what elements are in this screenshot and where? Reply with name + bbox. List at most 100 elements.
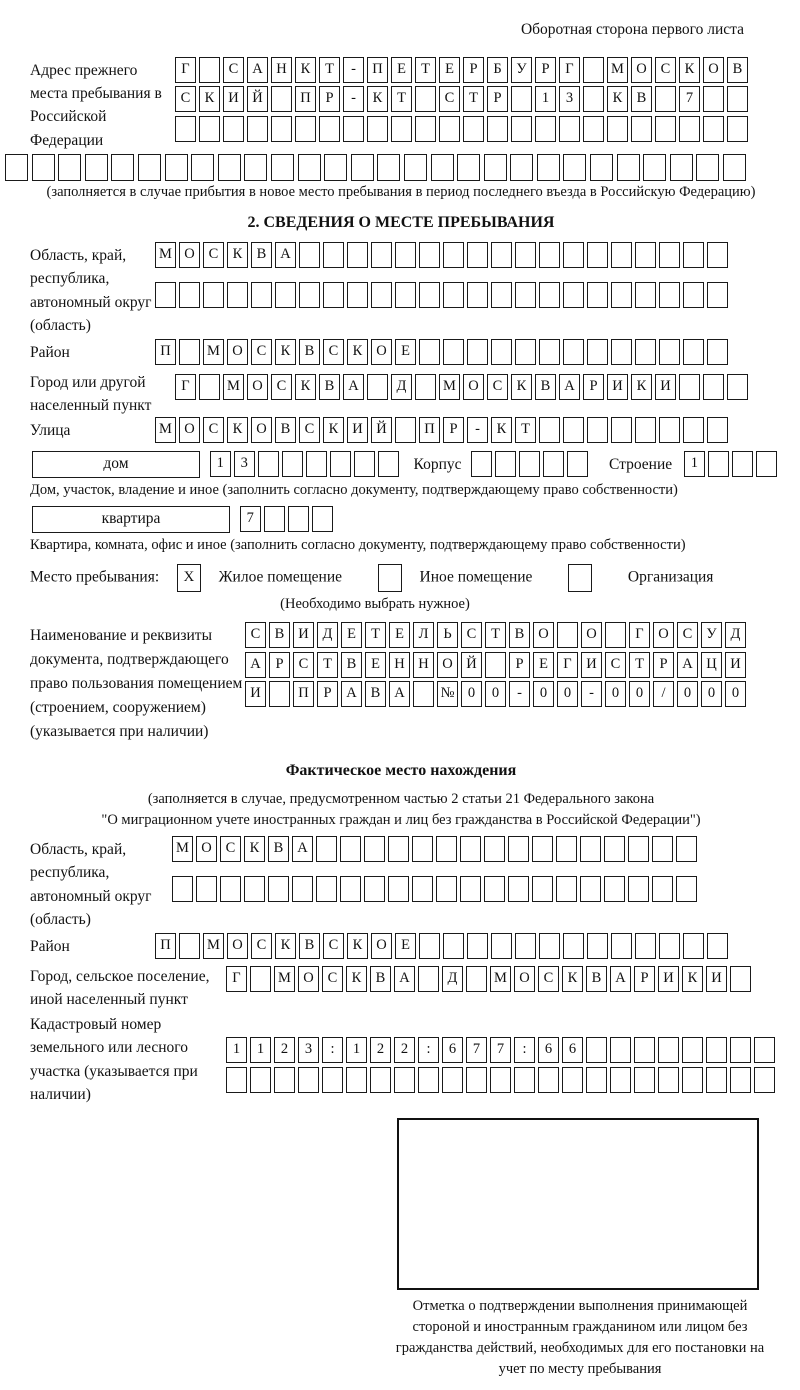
char-cell[interactable] — [5, 153, 28, 181]
char-cell[interactable] — [191, 153, 215, 181]
char-cell[interactable]: С — [220, 836, 241, 863]
char-cell[interactable] — [227, 282, 248, 309]
char-cell[interactable] — [84, 153, 108, 181]
char-cell[interactable] — [754, 1037, 775, 1064]
char-cell[interactable] — [610, 1037, 631, 1064]
char-cell[interactable] — [316, 836, 337, 863]
char-cell[interactable] — [395, 282, 416, 309]
char-cell[interactable]: 6 — [538, 1037, 559, 1064]
char-cell[interactable]: Л — [413, 622, 434, 649]
char-cell[interactable]: Д — [442, 965, 463, 992]
char-cell[interactable]: О — [631, 56, 652, 83]
char-cell[interactable]: В — [269, 622, 290, 649]
char-cell[interactable]: П — [419, 417, 440, 444]
char-cell[interactable]: П — [295, 86, 316, 113]
char-cell[interactable]: 1 — [535, 86, 556, 113]
char-cell[interactable] — [563, 417, 584, 444]
char-cell[interactable] — [491, 339, 512, 366]
char-cell[interactable]: О — [463, 373, 484, 400]
char-cell[interactable] — [244, 876, 265, 903]
char-cell[interactable] — [655, 86, 676, 113]
char-cell[interactable]: 0 — [461, 681, 482, 708]
char-cell[interactable]: А — [245, 651, 266, 678]
char-cell[interactable]: К — [244, 836, 265, 863]
char-cell[interactable] — [340, 836, 361, 863]
char-cell[interactable] — [460, 836, 481, 863]
char-cell[interactable] — [251, 282, 272, 309]
char-cell[interactable] — [707, 282, 728, 309]
apartment-field-label-box[interactable]: квартира — [32, 506, 230, 534]
char-cell[interactable]: Р — [487, 86, 508, 113]
char-cell[interactable] — [703, 373, 724, 400]
char-cell[interactable] — [604, 876, 625, 903]
char-cell[interactable]: Г — [629, 622, 650, 649]
char-cell[interactable] — [515, 339, 536, 366]
char-cell[interactable] — [415, 86, 436, 113]
char-cell[interactable] — [605, 622, 626, 649]
char-cell[interactable] — [403, 153, 427, 181]
char-cell[interactable] — [413, 681, 434, 708]
char-cell[interactable] — [203, 282, 224, 309]
char-cell[interactable]: С — [251, 933, 272, 960]
char-cell[interactable] — [467, 282, 488, 309]
char-cell[interactable]: С — [487, 373, 508, 400]
char-cell[interactable]: Д — [725, 622, 746, 649]
char-cell[interactable]: К — [347, 933, 368, 960]
char-cell[interactable]: А — [677, 651, 698, 678]
char-cell[interactable]: С — [223, 56, 244, 83]
char-cell[interactable]: Н — [271, 56, 292, 83]
char-cell[interactable]: 1 — [226, 1037, 247, 1064]
char-cell[interactable]: О — [179, 242, 200, 269]
char-cell[interactable] — [706, 1037, 727, 1064]
char-cell[interactable] — [350, 153, 374, 181]
char-cell[interactable]: И — [581, 651, 602, 678]
char-cell[interactable]: О — [703, 56, 724, 83]
char-cell[interactable]: У — [701, 622, 722, 649]
char-cell[interactable] — [519, 450, 541, 477]
char-cell[interactable] — [616, 153, 640, 181]
char-cell[interactable]: 3 — [298, 1037, 319, 1064]
char-cell[interactable]: К — [679, 56, 700, 83]
char-cell[interactable]: С — [203, 417, 224, 444]
char-cell[interactable] — [419, 339, 440, 366]
char-cell[interactable]: М — [155, 242, 176, 269]
char-cell[interactable] — [388, 836, 409, 863]
char-cell[interactable]: 3 — [233, 450, 255, 477]
char-cell[interactable]: 7 — [490, 1037, 511, 1064]
char-cell[interactable] — [292, 876, 313, 903]
char-cell[interactable]: 2 — [394, 1037, 415, 1064]
char-cell[interactable] — [491, 242, 512, 269]
char-cell[interactable] — [244, 153, 268, 181]
char-cell[interactable] — [536, 153, 560, 181]
char-cell[interactable] — [628, 836, 649, 863]
char-cell[interactable] — [463, 115, 484, 142]
char-cell[interactable]: К — [295, 373, 316, 400]
char-cell[interactable]: М — [223, 373, 244, 400]
char-cell[interactable] — [514, 1066, 535, 1093]
char-cell[interactable] — [305, 450, 327, 477]
char-cell[interactable] — [538, 1066, 559, 1093]
char-cell[interactable]: Р — [463, 56, 484, 83]
char-cell[interactable] — [543, 450, 565, 477]
char-cell[interactable] — [755, 450, 777, 477]
char-cell[interactable]: К — [682, 965, 703, 992]
char-cell[interactable]: А — [610, 965, 631, 992]
char-cell[interactable] — [297, 153, 321, 181]
char-cell[interactable] — [587, 282, 608, 309]
char-cell[interactable] — [707, 339, 728, 366]
char-cell[interactable] — [556, 876, 577, 903]
char-cell[interactable]: 0 — [629, 681, 650, 708]
char-cell[interactable]: П — [293, 681, 314, 708]
char-cell[interactable] — [436, 836, 457, 863]
char-cell[interactable] — [679, 115, 700, 142]
char-cell[interactable]: Й — [461, 651, 482, 678]
char-cell[interactable]: Р — [319, 86, 340, 113]
char-cell[interactable]: К — [491, 417, 512, 444]
char-cell[interactable] — [683, 339, 704, 366]
char-cell[interactable] — [111, 153, 135, 181]
char-cell[interactable]: Г — [557, 651, 578, 678]
char-cell[interactable]: К — [367, 86, 388, 113]
char-cell[interactable]: И — [607, 373, 628, 400]
char-cell[interactable] — [659, 242, 680, 269]
char-cell[interactable] — [669, 153, 693, 181]
